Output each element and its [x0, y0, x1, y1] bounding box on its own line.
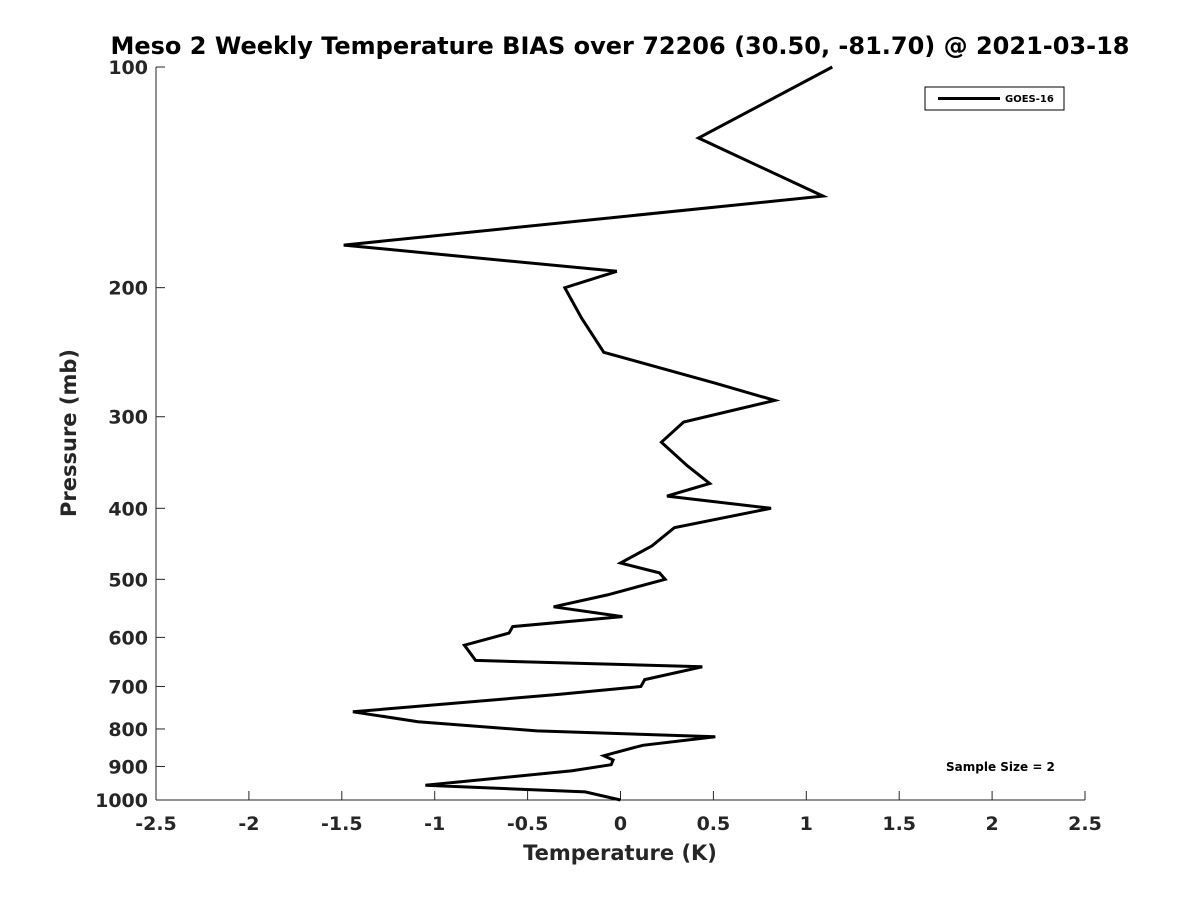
x-tick-label: -2.5 [135, 813, 177, 835]
series-layer [343, 65, 834, 802]
x-tick-label: -1 [424, 813, 445, 835]
series-line-goes-16 [343, 65, 834, 802]
x-axis: -2.5 -2 -1.5 -1 -0.5 0 0.5 1 1.5 2 2.5 [135, 791, 1102, 835]
x-tick-label: -2 [238, 813, 259, 835]
y-axis: 100 200 300 400 500 600 700 800 900 1000 [95, 57, 165, 812]
y-tick-label: 1000 [95, 790, 148, 812]
y-tick-label: 600 [108, 627, 148, 649]
y-tick-label: 200 [108, 278, 148, 300]
y-tick-label: 300 [108, 407, 148, 429]
x-tick-label: -1.5 [321, 813, 363, 835]
y-tick-label: 100 [108, 57, 148, 79]
y-tick-label: 400 [108, 498, 148, 520]
x-tick-label: 1 [800, 813, 813, 835]
x-tick-label: 2 [985, 813, 998, 835]
x-axis-label: Temperature (K) [523, 841, 717, 865]
sample-size-annotation: Sample Size = 2 [946, 760, 1055, 774]
x-tick-label: 0.5 [697, 813, 731, 835]
legend-label: GOES-16 [1005, 94, 1054, 105]
chart-title: Meso 2 Weekly Temperature BIAS over 7220… [110, 32, 1129, 60]
y-tick-label: 900 [108, 756, 148, 778]
x-tick-label: 2.5 [1068, 813, 1102, 835]
y-tick-label: 800 [108, 719, 148, 741]
x-tick-label: -0.5 [507, 813, 549, 835]
plot-frame [155, 67, 1085, 801]
y-tick-label: 500 [108, 569, 148, 591]
legend: GOES-16 [924, 86, 1065, 111]
x-tick-label: 1.5 [882, 813, 916, 835]
x-tick-label: 0 [614, 813, 627, 835]
y-tick-label: 700 [108, 676, 148, 698]
y-axis-label: Pressure (mb) [57, 349, 81, 517]
